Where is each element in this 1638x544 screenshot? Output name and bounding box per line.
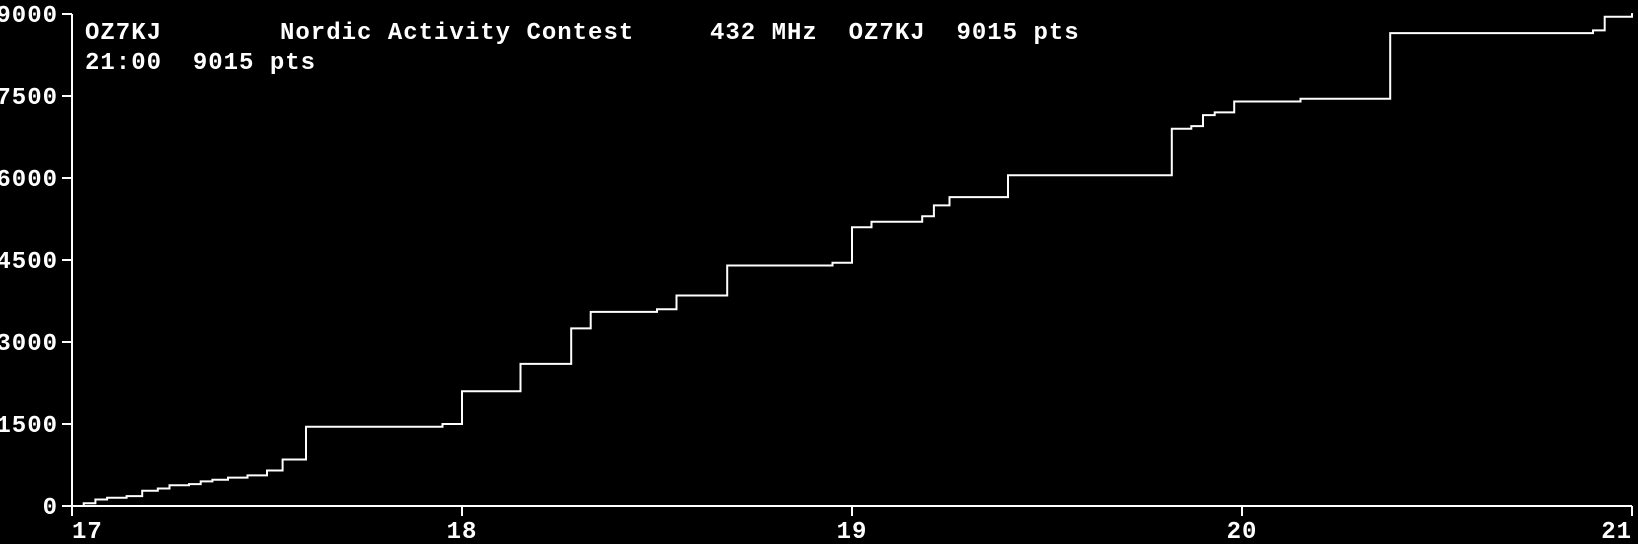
header-summary: 432 MHz OZ7KJ 9015 pts	[710, 20, 1080, 47]
header-line2: 21:00 9015 pts	[85, 50, 316, 77]
score-chart: 0 1500 3000 4500 6000 7500 9000 17 18 19 20 21 OZ7K…	[0, 0, 1638, 544]
y-tick-label: 6000	[0, 167, 58, 194]
x-tick-label: 20	[1227, 519, 1258, 544]
x-tick-label: 18	[447, 519, 478, 544]
score-line	[72, 13, 1632, 506]
header-callsign: OZ7KJ	[85, 20, 162, 47]
header-title: Nordic Activity Contest	[280, 20, 634, 47]
y-tick-label: 3000	[0, 331, 58, 358]
y-tick-label: 4500	[0, 249, 58, 276]
x-tick-label: 17	[72, 519, 103, 544]
x-tick-label: 19	[837, 519, 868, 544]
chart-svg: 0 1500 3000 4500 6000 7500 9000 17 18 19 20 21	[0, 0, 1638, 544]
y-tick-label: 9000	[0, 3, 58, 30]
y-tick-label: 0	[43, 495, 58, 522]
y-tick-label: 7500	[0, 85, 58, 112]
y-tick-label: 1500	[0, 413, 58, 440]
x-tick-label: 21	[1601, 519, 1632, 544]
